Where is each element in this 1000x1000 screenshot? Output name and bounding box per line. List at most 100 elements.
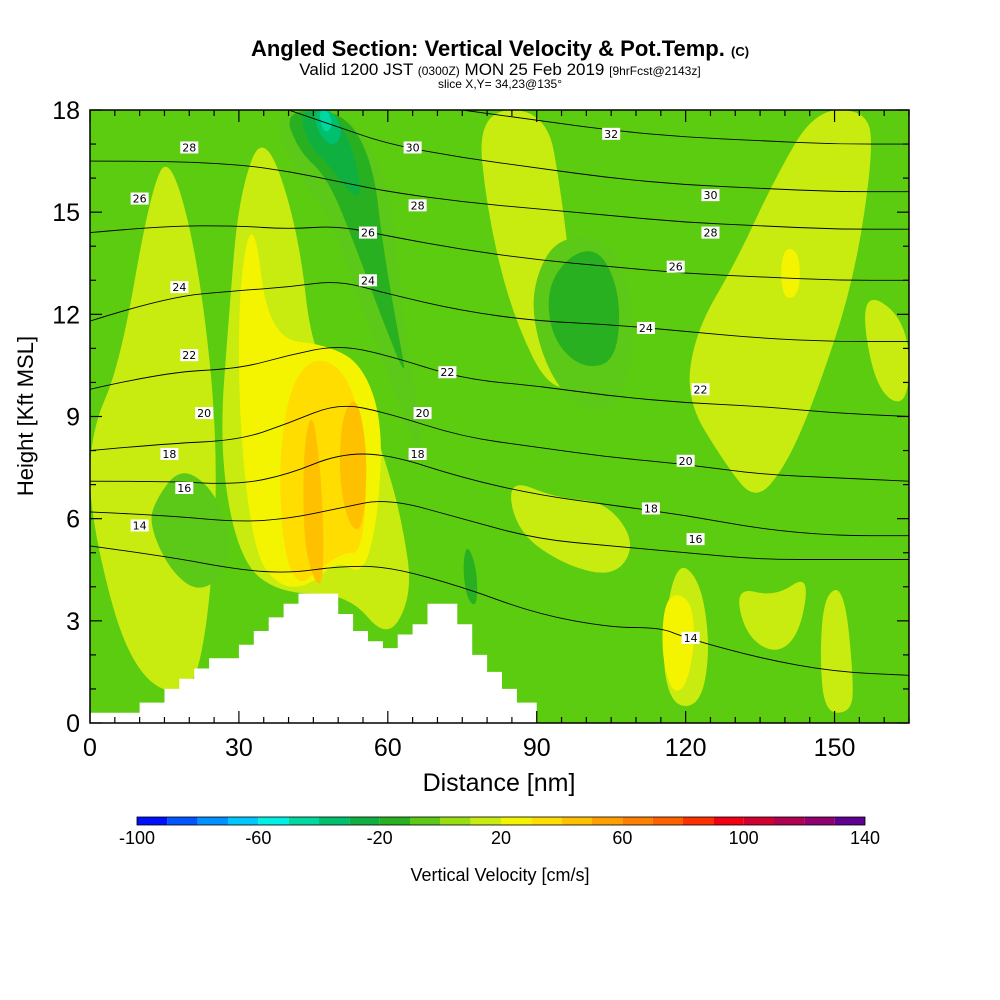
velocity-region-21	[302, 110, 361, 196]
contour-label-box-11	[358, 274, 377, 287]
velocity-region-10	[662, 595, 694, 691]
contour-label-21: 20	[679, 455, 693, 468]
contour-label-5: 24	[172, 281, 186, 294]
contour-label-15: 32	[604, 128, 618, 141]
y-tick-label: 15	[52, 199, 80, 227]
valid-date: MON 25 Feb 2019	[464, 60, 605, 79]
colorbar-swatch	[379, 817, 410, 825]
terrain	[90, 593, 537, 723]
x-tick-label: 150	[814, 734, 856, 762]
theta-contour-26	[90, 225, 909, 281]
colorbar-swatch	[197, 817, 228, 825]
velocity-region-7	[820, 589, 853, 713]
colorbar-swatch	[167, 817, 198, 825]
colorbar-swatch	[622, 817, 653, 825]
contour-label-box-2	[160, 447, 179, 460]
contour-label-24: 14	[684, 632, 698, 645]
y-tick-label: 0	[66, 710, 80, 738]
y-tick-label: 12	[52, 301, 80, 329]
colorbar-swatch	[440, 817, 471, 825]
contour-label-box-9	[408, 199, 427, 212]
contour-label-box-1	[175, 482, 194, 495]
x-tick-label: 0	[83, 734, 97, 762]
contour-label-9: 28	[411, 199, 425, 212]
colorbar-tick-label: -100	[119, 828, 155, 848]
colorbar-label: Vertical Velocity [cm/s]	[410, 865, 589, 885]
y-tick-label: 18	[52, 97, 80, 125]
forecast-info: [9hrFcst@2143z]	[609, 64, 701, 78]
theta-contours	[90, 110, 909, 676]
chart-subtitle: Valid 1200 JST (0300Z) MON 25 Feb 2019 […	[0, 60, 1000, 80]
contour-label-box-10	[358, 226, 377, 239]
theta-contour-22	[90, 347, 909, 417]
contour-label-7: 28	[182, 141, 196, 154]
colorbar-tick-label: 60	[612, 828, 632, 848]
x-tick-label: 60	[374, 734, 402, 762]
velocity-region-11	[781, 248, 800, 298]
theta-contour-20	[90, 405, 909, 482]
colorbar-tick-label: -60	[245, 828, 271, 848]
contour-label-box-18	[666, 260, 685, 273]
colorbar-swatch	[258, 817, 289, 825]
colorbar-swatch	[410, 817, 441, 825]
chart-title: Angled Section: Vertical Velocity & Pot.…	[0, 36, 1000, 62]
colorbar-swatch	[288, 817, 319, 825]
contour-label-1: 16	[177, 482, 191, 495]
contour-label-13: 20	[416, 407, 430, 420]
contour-label-12: 22	[440, 366, 454, 379]
colorbar-tick-label: 140	[850, 828, 880, 848]
colorbar-swatch	[683, 817, 714, 825]
contour-label-box-6	[130, 192, 149, 205]
velocity-region-23	[319, 110, 332, 132]
theta-contour-14	[90, 545, 909, 676]
contour-label-3: 20	[197, 407, 211, 420]
chart-title-text: Angled Section: Vertical Velocity & Pot.…	[250, 36, 725, 61]
contour-label-box-23	[686, 533, 705, 546]
colorbar-swatch	[349, 817, 380, 825]
colorbar-tick-label: 100	[729, 828, 759, 848]
contour-label-4: 22	[182, 349, 196, 362]
x-axis-label: Distance [nm]	[423, 769, 576, 797]
contour-label-box-21	[676, 454, 695, 467]
velocity-region-6	[739, 581, 806, 650]
contour-label-box-14	[408, 447, 427, 460]
contour-label-box-15	[602, 127, 621, 140]
contour-label-box-4	[180, 349, 199, 362]
colorbar-swatch	[501, 817, 532, 825]
contour-label-box-0	[130, 519, 149, 532]
contour-label-box-16	[701, 189, 720, 202]
colorbar-swatch	[561, 817, 592, 825]
contour-label-box-19	[636, 321, 655, 334]
theta-contour-16	[90, 501, 909, 560]
contour-labels: 14 16 18 20 22 24 26 28 30 28 26 24 22 20 18 32 30 28 26 24…	[130, 127, 720, 645]
velocity-region-19	[548, 251, 620, 367]
contour-label-box-17	[701, 226, 720, 239]
contour-label-box-5	[170, 281, 189, 294]
colorbar-frame	[136, 816, 866, 826]
valid-time-utc: (0300Z)	[417, 64, 460, 78]
colorbar-tick-label: 20	[491, 828, 511, 848]
colorbar-swatch	[804, 817, 835, 825]
contour-label-box-8	[403, 141, 422, 154]
velocity-region-13	[303, 419, 324, 584]
contour-label-20: 22	[694, 383, 708, 396]
contour-label-box-12	[438, 366, 457, 379]
valid-time: Valid 1200 JST	[299, 60, 414, 79]
contour-label-box-22	[641, 502, 660, 515]
velocity-region-15	[151, 473, 229, 588]
colorbar-swatch	[652, 817, 683, 825]
contour-label-0: 14	[133, 519, 147, 532]
y-tick-label: 9	[66, 404, 80, 432]
contour-label-box-7	[180, 141, 199, 154]
colorbar-tick-label: -20	[367, 828, 393, 848]
colorbar-swatch	[834, 817, 865, 825]
colorbar: -100 -60 -20 20 60 100 140	[119, 816, 880, 848]
theta-contour-32	[462, 110, 909, 145]
colorbar-swatch	[774, 817, 805, 825]
velocity-region-16	[279, 110, 421, 455]
theta-contour-24	[90, 282, 909, 343]
colorbar-swatch	[531, 817, 562, 825]
contour-label-2: 18	[162, 448, 176, 461]
contour-label-18: 26	[669, 261, 683, 274]
